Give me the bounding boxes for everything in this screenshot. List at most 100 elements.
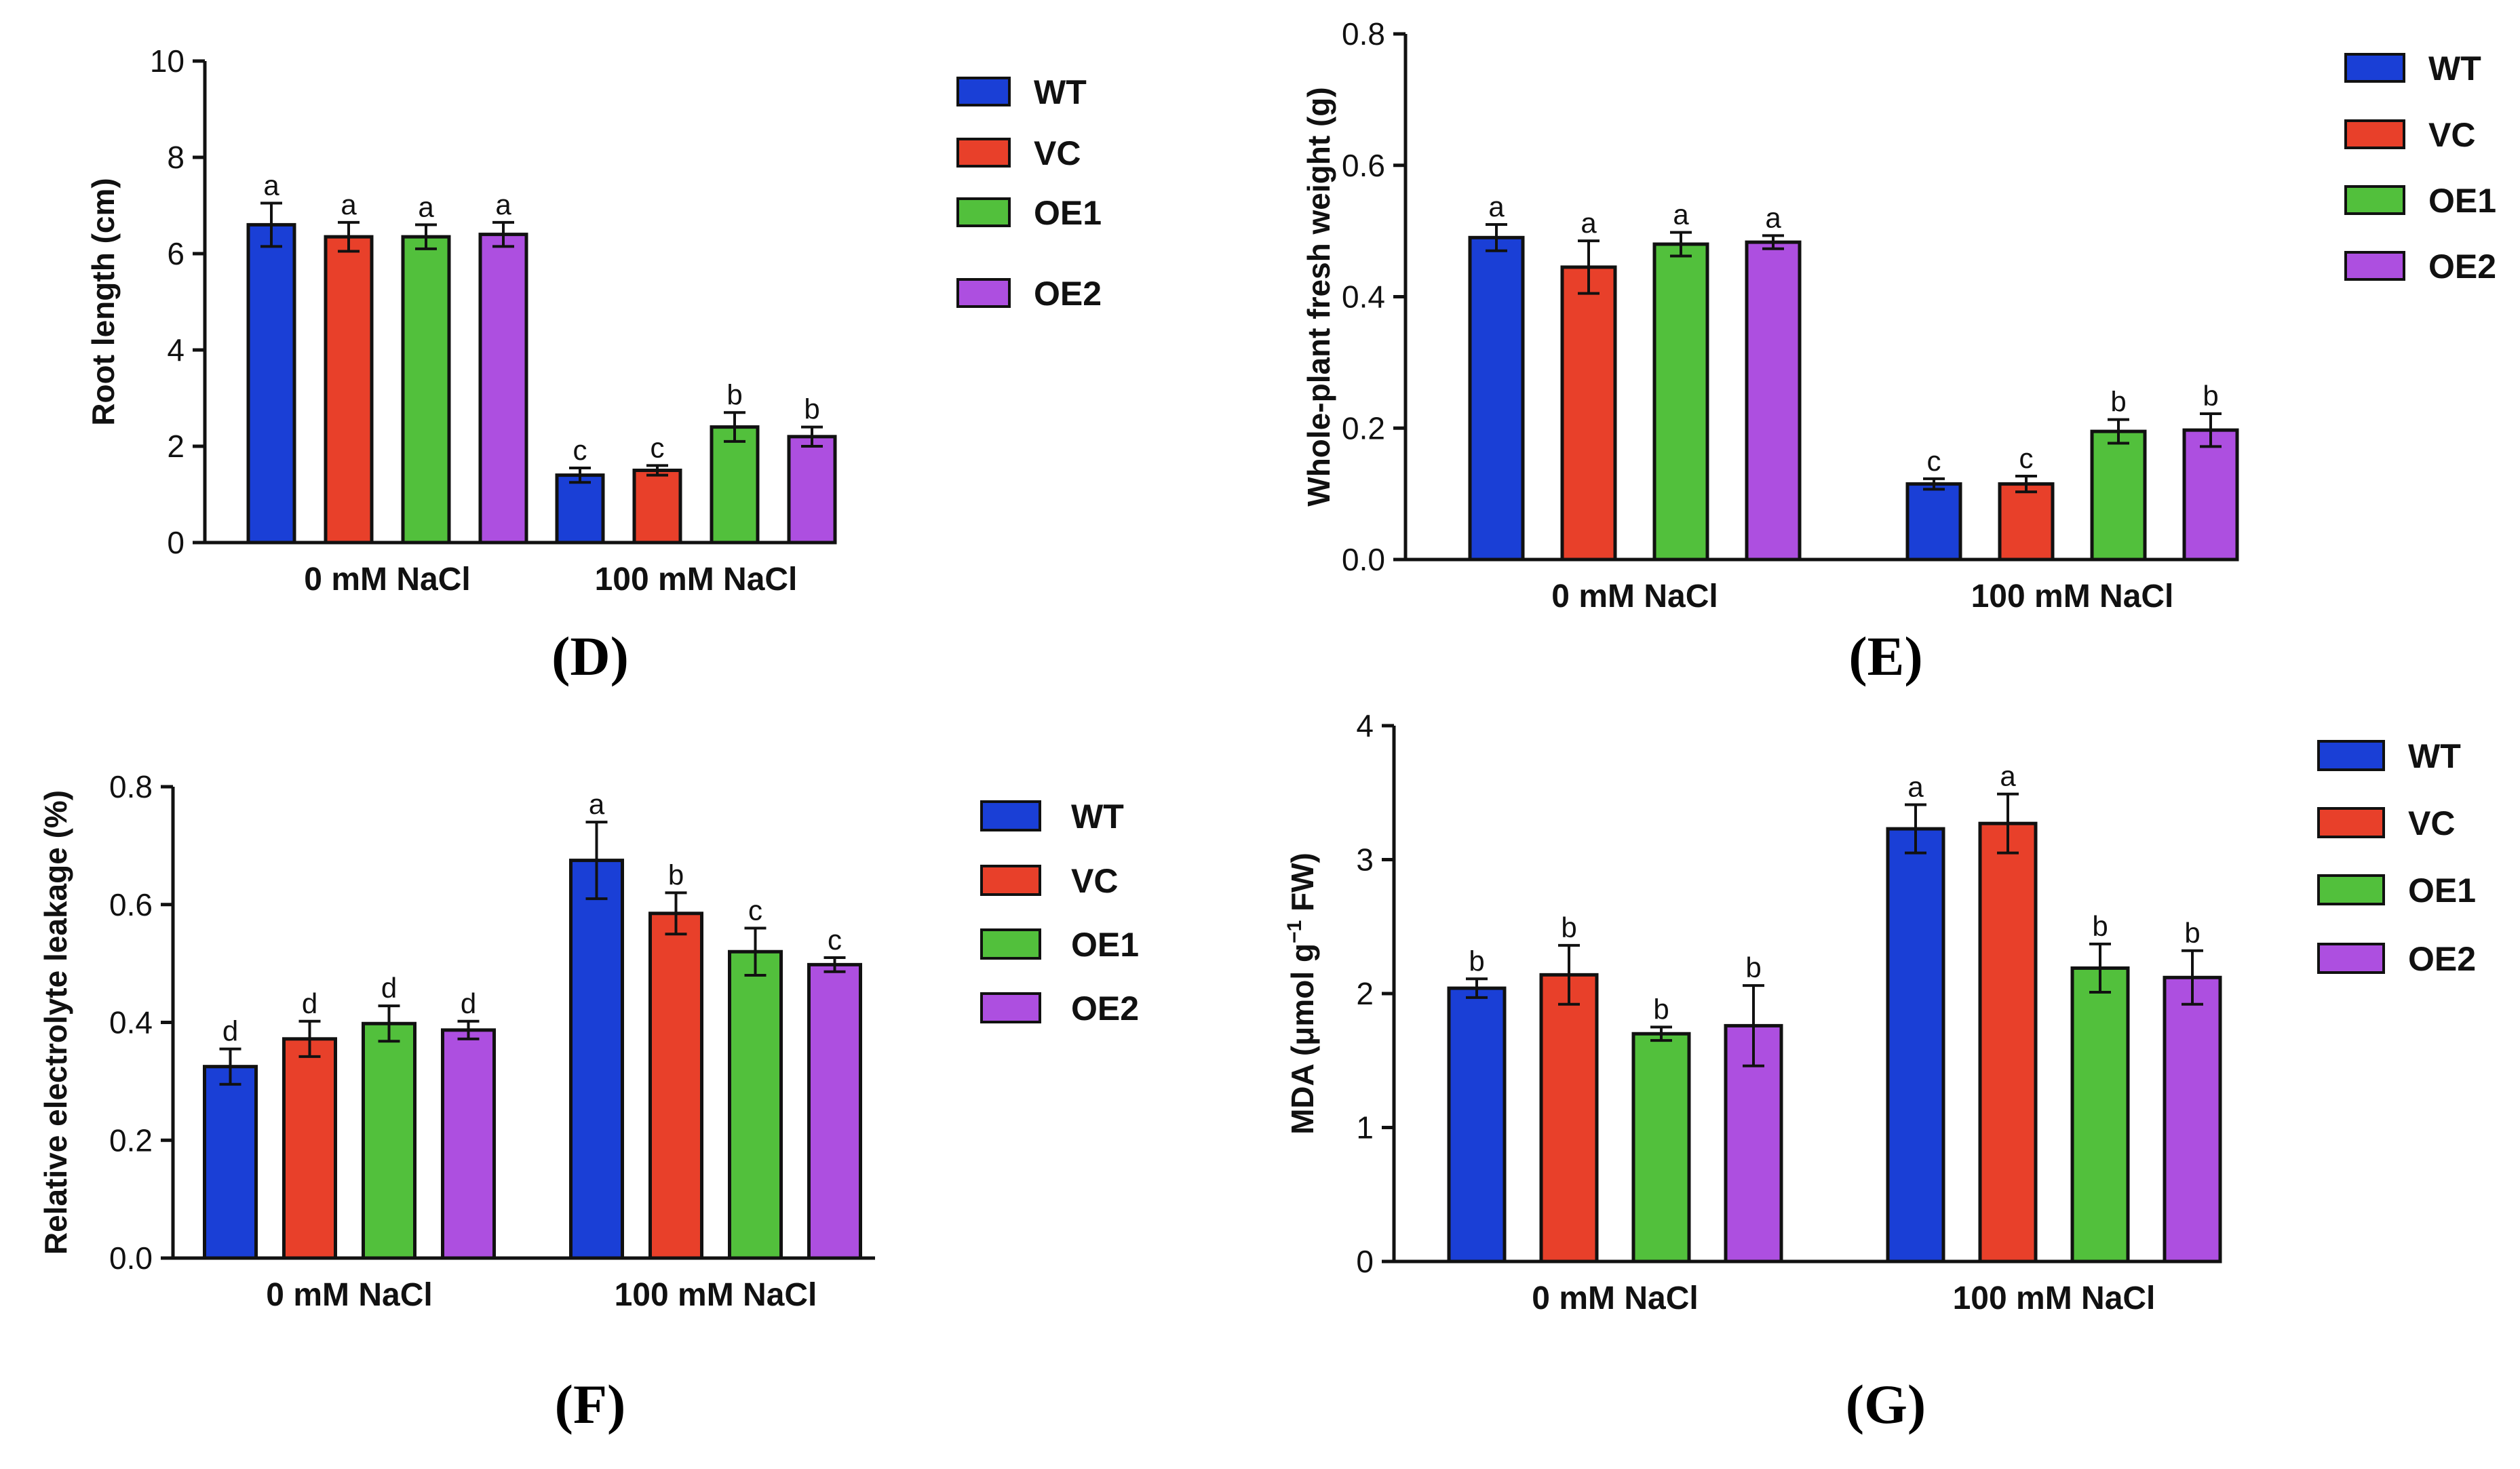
x-category-label: 100 mM NaCl — [1953, 1280, 2156, 1316]
y-tick-label: 0.4 — [109, 1005, 153, 1040]
legend-label: OE2 — [2408, 940, 2476, 978]
bar-vc — [1998, 482, 2055, 562]
significance-letter: a — [1907, 771, 1924, 803]
legend-label: OE1 — [1034, 194, 1102, 232]
x-category-label: 100 mM NaCl — [595, 562, 798, 598]
x-category-label: 0 mM NaCl — [1551, 579, 1718, 614]
significance-letter: b — [1469, 945, 1484, 977]
y-tick-label: 4 — [1356, 708, 1374, 743]
legend-label: WT — [1034, 73, 1087, 111]
panel-label: (F) — [555, 1373, 626, 1435]
bar-wt — [203, 1065, 258, 1260]
panel-label: (G) — [1846, 1373, 1926, 1435]
bar-wt — [246, 222, 296, 545]
legend-label: VC — [2428, 116, 2475, 154]
bar-wt — [1886, 827, 1945, 1264]
y-tick-label: 0.4 — [1342, 279, 1385, 315]
y-tick-label: 0 — [1356, 1244, 1374, 1279]
significance-letter: a — [1488, 191, 1505, 222]
legend-label: OE2 — [1071, 990, 1139, 1027]
bar-oe2 — [441, 1028, 496, 1260]
bar-vc — [282, 1037, 337, 1260]
significance-letter: b — [726, 378, 742, 410]
bar-oe1 — [362, 1021, 416, 1260]
bar-oe1 — [2090, 429, 2147, 562]
legend-label: VC — [1071, 862, 1118, 900]
significance-letter: a — [263, 169, 279, 201]
legend-swatch-oe2 — [956, 278, 1011, 308]
legend-label: WT — [2408, 737, 2461, 775]
bar-vc — [1978, 821, 2038, 1264]
x-category-label: 100 mM NaCl — [1971, 579, 2174, 614]
significance-letter: c — [748, 895, 762, 926]
y-tick-label: 0.8 — [109, 769, 153, 804]
y-axis-title: Root length (cm) — [85, 178, 121, 425]
y-axis-title: Relative electrolyte leakage (%) — [38, 790, 73, 1255]
chart-panel-d: 0 2 4 6 8 10 Root length (cm) 0 mM NaCl 100 mM N… — [85, 43, 1102, 687]
y-tick-label: 0.8 — [1342, 16, 1385, 52]
panel-label: (E) — [1848, 625, 1922, 687]
bar-wt — [1447, 986, 1507, 1264]
legend-swatch-oe1 — [956, 197, 1011, 227]
y-tick-label: 8 — [167, 140, 185, 175]
significance-letter: d — [222, 1015, 238, 1047]
legend-swatch-vc — [2317, 807, 2385, 838]
y-tick-label: 10 — [150, 43, 185, 79]
significance-letter: c — [2019, 442, 2034, 474]
significance-letter: b — [1653, 993, 1669, 1025]
significance-letter: d — [381, 972, 397, 1004]
legend-label: OE1 — [1071, 926, 1139, 964]
y-tick-label: 0.0 — [1342, 542, 1385, 577]
legend-swatch-oe1 — [2317, 874, 2385, 905]
legend-label: VC — [1034, 134, 1081, 172]
bar-oe1 — [2070, 966, 2130, 1264]
significance-letter: a — [341, 189, 357, 220]
significance-letter: c — [1927, 445, 1941, 477]
significance-letter: b — [804, 393, 819, 425]
bar-oe1 — [728, 949, 783, 1260]
y-tick-label: 0.6 — [1342, 148, 1385, 183]
significance-letter: a — [589, 788, 605, 820]
legend-swatch-wt — [956, 77, 1011, 106]
bar-vc — [1560, 265, 1617, 562]
significance-letter: c — [828, 924, 842, 956]
legend-swatch-vc — [2344, 119, 2405, 149]
legend-swatch-oe1 — [980, 928, 1041, 960]
legend-swatch-oe2 — [2344, 251, 2405, 281]
bar-vc — [324, 235, 374, 545]
chart-panel-f: 0.0 0.2 0.4 0.6 0.8 Relative electrolyte leak… — [38, 769, 1139, 1435]
bar-wt — [569, 859, 624, 1260]
legend-label: OE2 — [2428, 248, 2496, 286]
y-axis-title: Whole-plant fresh weight (g) — [1301, 87, 1336, 506]
legend-swatch-oe2 — [980, 992, 1041, 1023]
bar-oe2 — [2182, 428, 2239, 562]
significance-letter: a — [495, 189, 511, 220]
bar-oe2 — [1745, 240, 1802, 562]
bar-oe1 — [710, 425, 760, 545]
significance-letter: a — [1765, 201, 1781, 233]
significance-letter: b — [1745, 952, 1761, 983]
legend-label: VC — [2408, 804, 2455, 842]
significance-letter: a — [418, 191, 434, 222]
legend: WT VC OE1 OE2 — [956, 73, 1102, 313]
significance-letter: d — [302, 987, 317, 1019]
y-tick-label: 2 — [1356, 976, 1374, 1011]
x-category-label: 0 mM NaCl — [1532, 1280, 1698, 1316]
legend-swatch-oe2 — [2317, 943, 2385, 974]
y-tick-label: 4 — [167, 332, 185, 368]
bar-vc — [648, 912, 703, 1260]
legend-label: OE1 — [2428, 182, 2496, 220]
legend-swatch-oe1 — [2344, 185, 2405, 215]
significance-letter: b — [2203, 380, 2218, 412]
y-tick-label: 0.6 — [109, 887, 153, 922]
y-axis-title-end: FW) — [1285, 853, 1320, 920]
bar-oe2 — [478, 233, 528, 545]
bar-oe1 — [1652, 242, 1709, 562]
legend-swatch-vc — [956, 138, 1011, 168]
legend-label: WT — [2428, 50, 2481, 87]
bar-wt — [1468, 235, 1525, 562]
significance-letter: b — [1561, 912, 1576, 943]
panel-label: (D) — [551, 625, 629, 687]
